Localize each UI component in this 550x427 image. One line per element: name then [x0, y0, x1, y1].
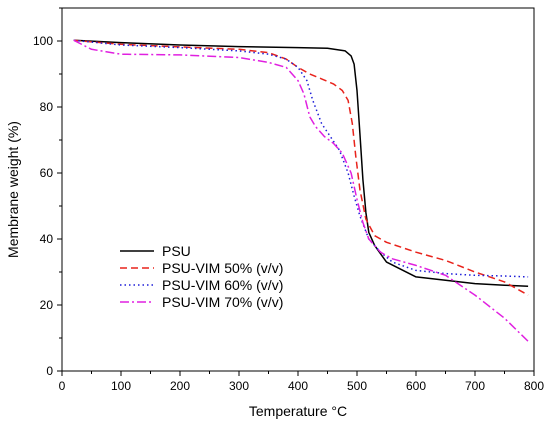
series-line	[73, 39, 529, 296]
series-line	[73, 39, 529, 342]
plot-area	[57, 7, 535, 376]
plot-frame	[61, 7, 535, 372]
axis-ticks	[57, 7, 535, 376]
legend-label: PSU	[162, 243, 191, 259]
y-tick-label: 60	[40, 166, 54, 180]
y-tick-label: 0	[46, 364, 53, 378]
y-tick-label: 80	[40, 100, 54, 114]
x-tick-label: 800	[524, 379, 544, 393]
x-tick-label: 0	[59, 379, 66, 393]
x-tick-label: 500	[347, 379, 367, 393]
x-tick-label: 200	[170, 379, 190, 393]
y-tick-label: 20	[40, 298, 54, 312]
series-lines	[73, 39, 529, 342]
x-tick-label: 300	[229, 379, 249, 393]
x-axis-title: Temperature °C	[249, 403, 347, 419]
series-line	[73, 39, 529, 287]
y-axis-title: Membrane weight (%)	[5, 121, 21, 258]
legend-label: PSU-VIM 60% (v/v)	[162, 277, 283, 293]
legend-label: PSU-VIM 50% (v/v)	[162, 260, 283, 276]
y-tick-label: 100	[33, 34, 53, 48]
x-tick-label: 700	[465, 379, 485, 393]
x-tick-label: 600	[406, 379, 426, 393]
legend-label: PSU-VIM 70% (v/v)	[162, 294, 283, 310]
x-tick-label: 100	[111, 379, 131, 393]
series-line	[73, 39, 529, 278]
y-tick-label: 40	[40, 232, 54, 246]
x-tick-label: 400	[288, 379, 308, 393]
